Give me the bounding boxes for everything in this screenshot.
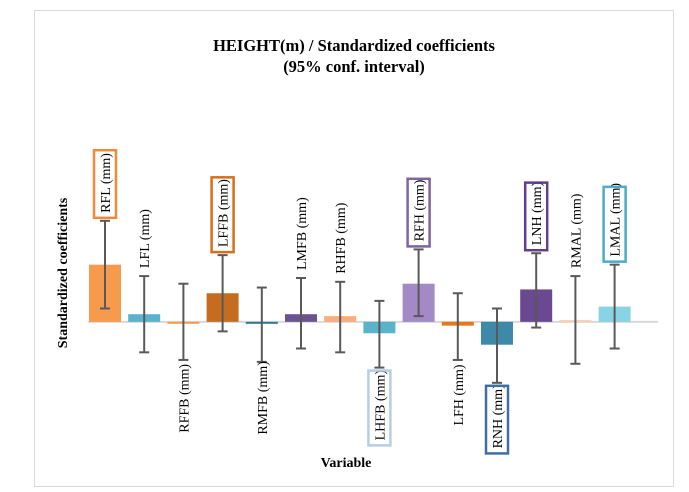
plot-area: RFL (mm) LFL (mm) RFFB (mm) LFFB (mm) RMFB (…	[88, 148, 658, 455]
tick-label-rffb-mm: RFFB (mm)	[177, 364, 192, 433]
label-box-rfl-mm	[92, 148, 118, 220]
chart-subtitle: (95% conf. interval)	[283, 57, 425, 76]
tick-label-lfl-mm: LFL (mm)	[138, 209, 153, 268]
chart-frame	[34, 10, 674, 487]
x-axis-label: Variable	[321, 456, 372, 471]
label-box-rfh-mm	[406, 177, 431, 248]
y-axis-label: Standardized coefficients	[56, 197, 71, 348]
tick-label-rhfb-mm: RHFB (mm)	[334, 202, 349, 274]
label-box-lmal-mm	[602, 185, 627, 263]
tick-label-lhfb-mm: LHFB (mm)	[373, 370, 388, 441]
tick-label-rmfb-mm: RMFB (mm)	[256, 361, 271, 435]
label-box-rnh-mm	[484, 384, 510, 455]
tick-label-rfl-mm: RFL (mm)	[99, 153, 114, 213]
label-box-lhfb-mm	[367, 369, 392, 447]
tick-label-rmal-mm: RMAL (mm)	[569, 193, 584, 268]
tick-label-lfh-mm: LFH (mm)	[452, 364, 467, 425]
tick-label-lffb-mm: LFFB (mm)	[217, 179, 232, 247]
tick-label-rnh-mm: RNH (mm)	[491, 384, 506, 449]
tick-label-rfh-mm: RFH (mm)	[413, 179, 428, 241]
chart-title: HEIGHT(m) / Standardized coefficients	[213, 36, 495, 55]
tick-label-lmal-mm: LMAL (mm)	[609, 183, 624, 257]
tick-label-lnh-mm: LNH (mm)	[530, 182, 545, 246]
tick-label-lmfb-mm: LMFB (mm)	[295, 197, 310, 270]
label-box-lnh-mm	[523, 181, 549, 252]
label-box-lffb-mm	[210, 176, 235, 254]
